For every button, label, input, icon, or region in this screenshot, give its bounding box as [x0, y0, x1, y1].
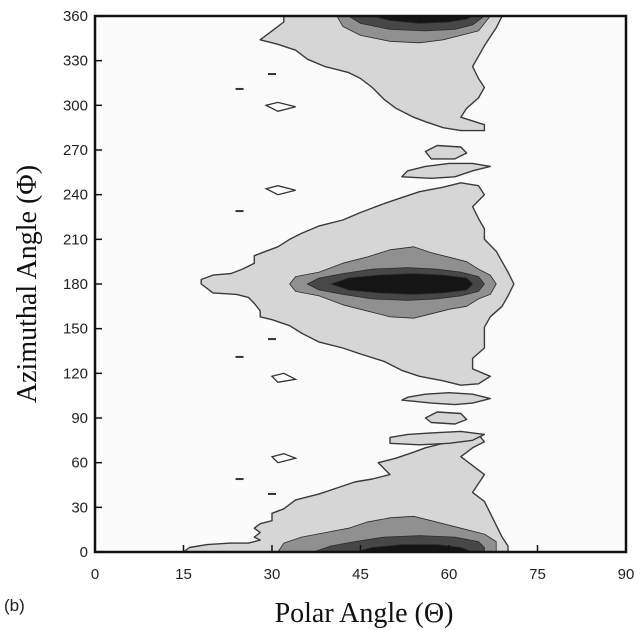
y-tick-label: 270	[63, 142, 88, 159]
x-tick-label: 60	[441, 566, 458, 583]
y-tick-label: 0	[80, 544, 88, 561]
contour-region-island-mid-hi	[401, 162, 491, 180]
contour-region-island-low-lo	[389, 430, 486, 446]
x-axis-title: Polar Angle (Θ)	[275, 598, 454, 629]
y-axis: 0 30 60 90 120 150 180 210 240 270 300 330 360	[63, 8, 102, 561]
x-tick-label: 90	[618, 566, 635, 583]
x-tick-label: 30	[264, 566, 281, 583]
contour-fleck-4	[264, 101, 296, 112]
y-tick-label: 180	[63, 276, 88, 293]
contour-marks	[235, 73, 298, 495]
y-tick-label: 60	[71, 455, 88, 472]
x-tick-label: 15	[175, 566, 192, 583]
y-tick-label: 90	[71, 410, 88, 427]
contour-region-lobe-top	[259, 15, 503, 132]
contour-fleck-2	[270, 453, 298, 464]
x-tick-label: 75	[529, 566, 546, 583]
y-axis-title: Azimuthal Angle (Φ)	[12, 165, 43, 403]
y-tick-label: 150	[63, 321, 88, 338]
contour-fleck-1	[264, 185, 296, 196]
contour-fleck-3	[270, 372, 298, 383]
contour-region-lobe-mid-l4	[330, 273, 474, 295]
contour-region-island-mid-lo	[401, 392, 491, 406]
y-tick-label: 240	[63, 187, 88, 204]
panel-label: (b)	[4, 596, 25, 615]
x-tick-label: 0	[91, 566, 99, 583]
contour-region-island-top-hi	[424, 144, 468, 160]
y-tick-label: 300	[63, 97, 88, 114]
y-tick-label: 30	[71, 499, 88, 516]
contour-region-island-low-hi	[424, 411, 468, 425]
y-tick-label: 210	[63, 231, 88, 248]
y-tick-label: 360	[63, 8, 88, 25]
contour-regions	[182, 15, 515, 553]
y-tick-label: 330	[63, 53, 88, 70]
y-tick-label: 120	[63, 365, 88, 382]
x-tick-label: 45	[352, 566, 369, 583]
x-axis: 0 15 30 45 60 75 90	[91, 545, 635, 583]
